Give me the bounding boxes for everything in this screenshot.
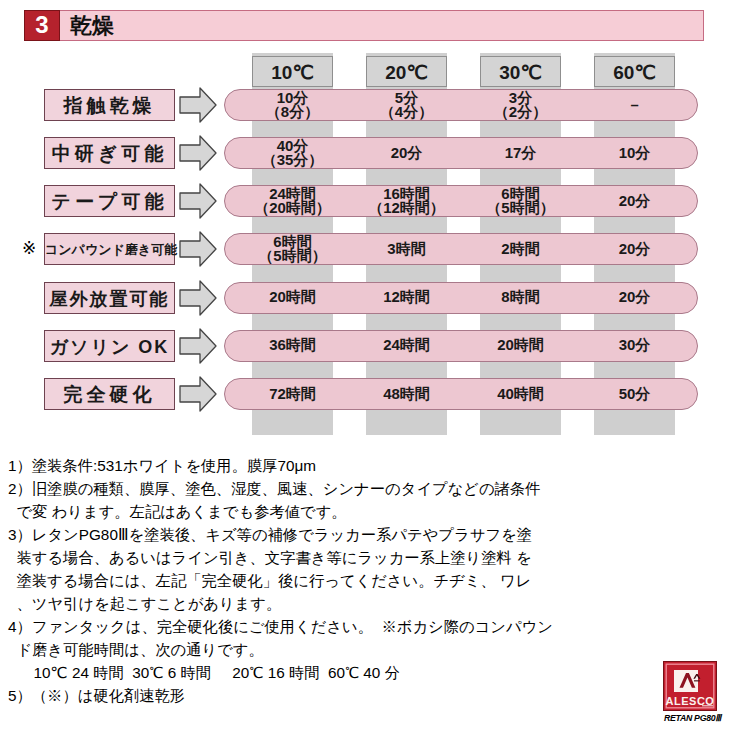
- svg-text:ALESCO: ALESCO: [666, 695, 715, 707]
